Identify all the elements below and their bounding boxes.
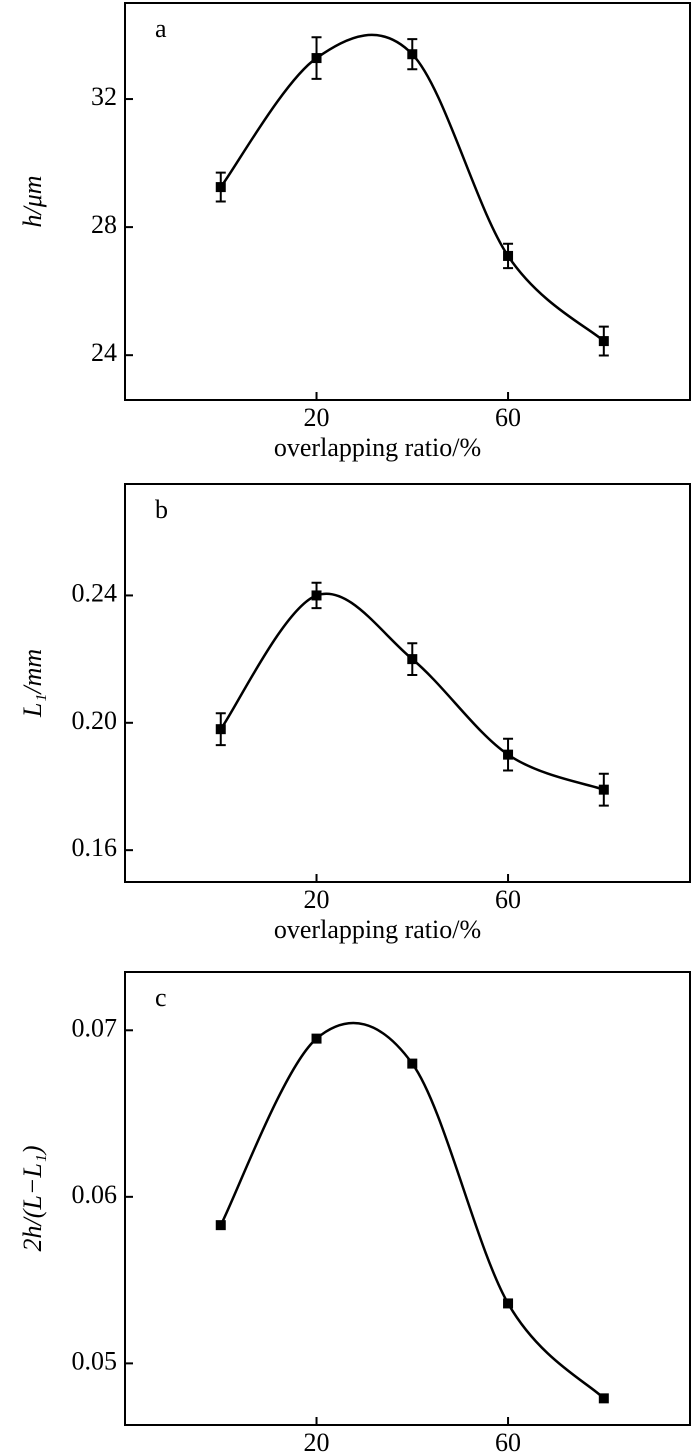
marker <box>311 590 322 601</box>
curve <box>219 1021 605 1400</box>
marker <box>215 1220 226 1231</box>
marker <box>598 336 609 347</box>
y-axis-label: h/μm <box>18 175 47 227</box>
y-tick-label: 0.07 <box>72 1013 118 1042</box>
marker <box>215 724 226 735</box>
y-tick-label: 0.24 <box>72 578 118 607</box>
x-tick-label: 60 <box>495 885 521 914</box>
x-tick-label: 60 <box>495 1428 521 1456</box>
panel: b 20 60 0.16 0.20 0.24 overlapping ratio/% L₁/m… <box>18 483 691 944</box>
marker <box>407 1058 418 1069</box>
x-axis-label: overlapping ratio/% <box>274 915 481 944</box>
plot-frame <box>124 2 691 401</box>
x-tick-label: 60 <box>495 403 521 432</box>
y-tick-label: 28 <box>91 210 117 239</box>
panel-label: a <box>155 14 167 43</box>
marker <box>598 784 609 795</box>
panel: a 20 60 24 28 32 overlapping ratio/% h/μm <box>18 2 691 462</box>
marker <box>407 49 418 60</box>
y-tick-label: 0.05 <box>72 1346 118 1375</box>
y-tick-label: 0.20 <box>72 706 118 735</box>
plot-frame <box>124 971 691 1426</box>
y-axis-label: 2h/(L−L₁) <box>18 1145 47 1251</box>
panel-label: b <box>155 495 168 524</box>
marker <box>311 53 322 64</box>
y-axis-label: L₁/mm <box>18 649 47 718</box>
marker <box>311 1033 322 1044</box>
marker <box>598 1393 609 1404</box>
panel-label: c <box>155 983 167 1012</box>
marker <box>407 654 418 665</box>
x-tick-label: 20 <box>304 403 330 432</box>
x-tick-label: 20 <box>304 885 330 914</box>
plot-frame <box>124 483 691 883</box>
marker <box>215 182 226 193</box>
y-tick-label: 0.16 <box>72 833 118 862</box>
x-tick-label: 20 <box>304 1428 330 1456</box>
marker <box>503 250 514 261</box>
curve <box>219 33 605 343</box>
y-tick-label: 0.06 <box>72 1180 118 1209</box>
x-axis-label: overlapping ratio/% <box>274 433 481 462</box>
curve <box>219 592 605 791</box>
y-tick-label: 32 <box>91 82 117 111</box>
marker <box>503 1298 514 1309</box>
marker <box>503 749 514 760</box>
y-tick-label: 24 <box>91 338 117 367</box>
